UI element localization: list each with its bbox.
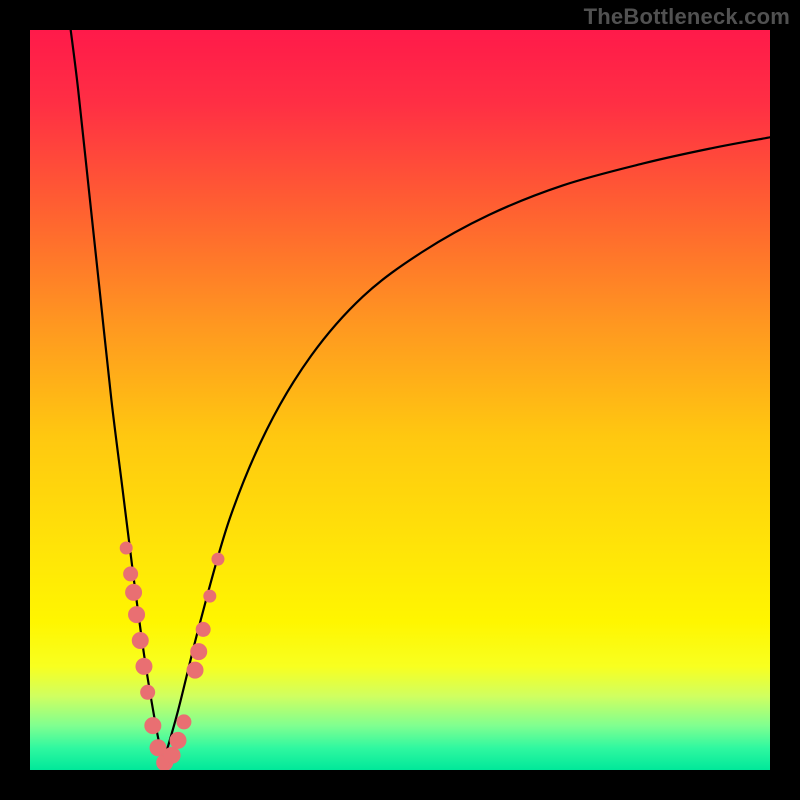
chart-frame: TheBottleneck.com [0,0,800,800]
marker-point [212,553,224,565]
plot-area [30,30,770,770]
marker-point [132,633,148,649]
marker-point [191,644,207,660]
marker-point [177,715,191,729]
marker-point [204,590,216,602]
marker-point [196,622,210,636]
marker-point [129,607,145,623]
watermark-text: TheBottleneck.com [584,4,790,30]
marker-point [141,685,155,699]
marker-point [164,747,180,763]
marker-point [120,542,132,554]
marker-point [124,567,138,581]
marker-point [150,740,166,756]
marker-point [126,584,142,600]
marker-point [187,662,203,678]
marker-point [170,732,186,748]
marker-point [145,718,161,734]
chart-svg [30,30,770,770]
marker-point [136,658,152,674]
